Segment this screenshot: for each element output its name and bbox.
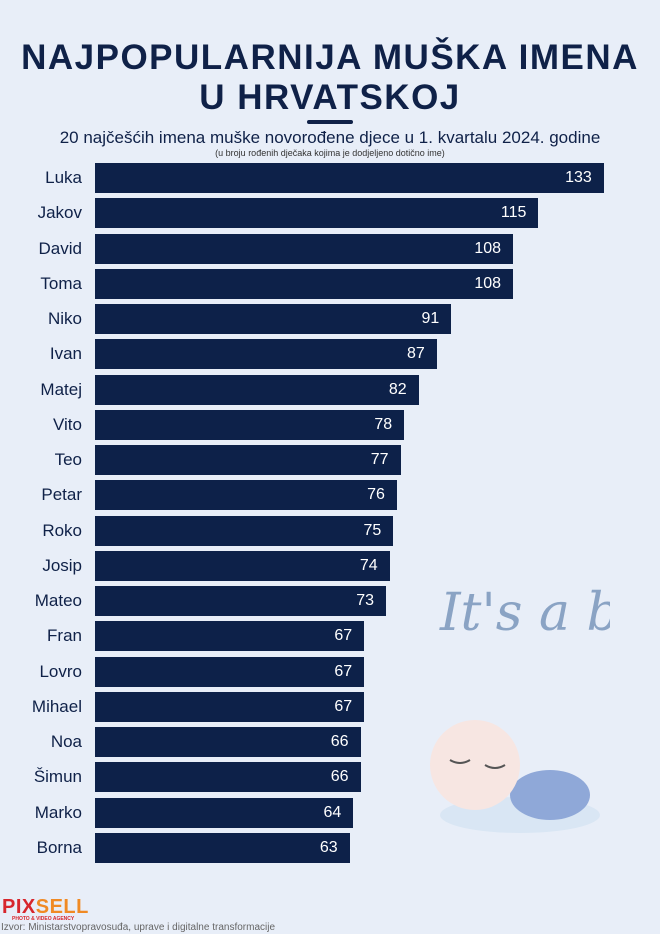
data-label: 73	[356, 592, 374, 610]
bar: 108	[95, 268, 514, 299]
data-label: 64	[323, 803, 342, 821]
bar: 73	[95, 586, 386, 617]
category-label: Mihael	[31, 696, 82, 716]
data-label: 108	[474, 239, 502, 257]
bar: 64	[95, 797, 354, 828]
category-label: Luka	[45, 168, 82, 187]
bar: 115	[95, 198, 539, 229]
category-label: Teo	[54, 450, 82, 470]
category-label: Šimun	[33, 767, 82, 787]
note: (u broju rođenih dječaka kojima je dodje…	[215, 148, 445, 158]
category-label: Noa	[50, 732, 82, 752]
bar: 66	[95, 727, 361, 758]
title: NAJPOPULARNIJA MUŠKA IMENA U HRVATSKOJ	[0, 38, 660, 118]
bar: 66	[95, 762, 361, 793]
bar: 133	[95, 163, 604, 193]
data-label: 66	[330, 733, 349, 751]
data-label: 66	[330, 768, 349, 786]
category-label: Roko	[42, 520, 82, 540]
bar: 78	[95, 409, 405, 440]
bar: 63	[95, 832, 350, 863]
category-label: Ivan	[49, 344, 82, 364]
bar: 91	[95, 304, 452, 335]
category-label: Lovro	[39, 661, 82, 681]
subtitle: 20 najčešćih imena muške novorođene djec…	[59, 128, 601, 147]
its-a-boy-text: It's a boy	[439, 583, 610, 643]
bar: 74	[95, 550, 390, 581]
bar: 67	[95, 621, 365, 652]
data-label: 67	[334, 627, 353, 645]
category-label: Borna	[36, 837, 82, 857]
data-label: 76	[367, 486, 385, 504]
data-label: 133	[565, 169, 592, 186]
category-label: Vito	[53, 414, 82, 434]
bar: 76	[95, 480, 397, 511]
bar: 82	[95, 374, 419, 405]
category-label: Jakov	[37, 203, 82, 223]
bar: 67	[95, 691, 365, 722]
bar: 108	[95, 233, 514, 264]
data-label: 87	[407, 345, 425, 363]
category-label: Toma	[40, 273, 82, 293]
pixsell-logo: PIXSELL	[2, 896, 89, 918]
divider	[307, 120, 353, 124]
title-line-2: U HRVATSKOJ	[199, 78, 461, 117]
bar: 87	[95, 339, 437, 370]
data-label: 67	[334, 697, 353, 715]
agency-text: PHOTO & VIDEO AGENCY	[12, 916, 75, 922]
data-label: 108	[474, 274, 502, 292]
baby-illustration: It's a boy	[430, 583, 610, 833]
data-label: 78	[374, 415, 393, 433]
data-label: 115	[500, 204, 527, 222]
data-label: 74	[359, 556, 378, 574]
bar: 67	[95, 656, 365, 687]
bar: 77	[95, 445, 401, 476]
category-label: Marko	[34, 802, 82, 822]
data-label: 82	[388, 380, 407, 398]
category-label: Mateo	[34, 591, 82, 611]
source: Izvor: Ministarstvopravosuđa, uprave i d…	[1, 922, 276, 933]
title-line-1: NAJPOPULARNIJA MUŠKA IMENA	[21, 38, 639, 77]
data-label: 67	[334, 662, 353, 680]
category-label: Matej	[40, 379, 82, 399]
data-label: 63	[319, 838, 338, 856]
category-label: Josip	[42, 555, 82, 575]
category-label: David	[38, 238, 82, 258]
data-label: 75	[363, 521, 382, 539]
category-label: Fran	[47, 626, 82, 646]
category-label: Petar	[41, 485, 82, 505]
category-label: Niko	[47, 309, 82, 329]
bar: 75	[95, 515, 394, 546]
data-label: 77	[370, 451, 389, 469]
data-label: 91	[421, 310, 440, 328]
